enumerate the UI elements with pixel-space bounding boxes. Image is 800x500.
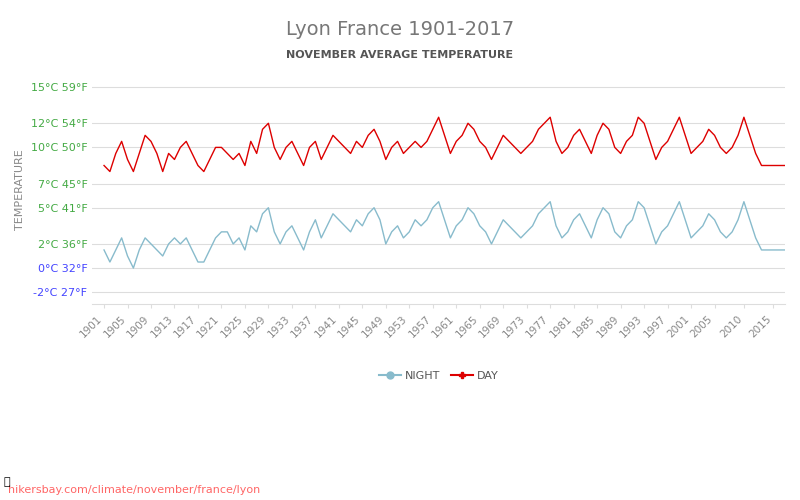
Text: Lyon France 1901-2017: Lyon France 1901-2017 bbox=[286, 20, 514, 39]
Text: NOVEMBER AVERAGE TEMPERATURE: NOVEMBER AVERAGE TEMPERATURE bbox=[286, 50, 514, 60]
Y-axis label: TEMPERATURE: TEMPERATURE bbox=[15, 150, 25, 230]
Legend: NIGHT, DAY: NIGHT, DAY bbox=[374, 367, 502, 386]
Text: hikersbay.com/climate/november/france/lyon: hikersbay.com/climate/november/france/ly… bbox=[8, 485, 260, 495]
Text: 📍: 📍 bbox=[4, 478, 10, 488]
